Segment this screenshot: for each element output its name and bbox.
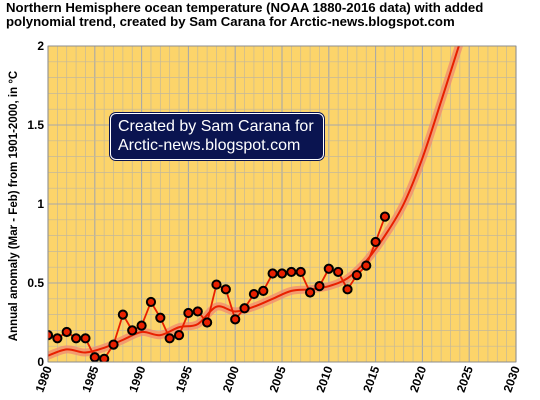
x-tick-label: 1990 — [126, 364, 148, 394]
data-point — [70, 333, 82, 344]
grid — [47, 45, 517, 363]
data-point — [295, 266, 306, 278]
y-tick-label: 2 — [37, 39, 44, 53]
plot-frame — [47, 45, 517, 363]
x-tick-label: 2030 — [501, 364, 523, 394]
marker-points — [48, 211, 391, 362]
data-point — [164, 333, 175, 344]
x-tick-label: 2015 — [360, 364, 382, 394]
x-tick-label: 1985 — [79, 364, 101, 394]
data-point — [99, 353, 110, 362]
data-point — [183, 307, 194, 319]
x-tick-labels: 1980 1985 1990 1995 2000 2005 2010 2015 2020 2025… — [33, 364, 523, 394]
data-point — [248, 288, 260, 300]
y-tick-label: 0.5 — [27, 276, 44, 290]
data-point — [230, 314, 241, 325]
data-point — [304, 287, 316, 298]
chart-title: Northern Hemisphere ocean temperature (N… — [6, 1, 536, 29]
data-point — [276, 268, 288, 279]
data-point — [61, 326, 72, 338]
data-point — [314, 281, 325, 292]
data-point — [155, 312, 166, 323]
chart-title-line-1: Northern Hemisphere ocean temperature (N… — [6, 0, 484, 15]
data-point — [173, 330, 185, 341]
data-point — [192, 306, 203, 317]
data-point — [52, 333, 63, 344]
data-point — [89, 352, 100, 362]
data-point — [220, 284, 231, 295]
credit-annotation-line-1: Created by Sam Carana for — [118, 118, 314, 135]
data-point — [323, 263, 334, 274]
chart-title-line-2: polynomial trend, created by Sam Carana … — [6, 14, 455, 29]
data-point — [361, 260, 372, 271]
x-tick-label: 2025 — [454, 364, 476, 394]
credit-annotation-line-2: Arctic-news.blogspot.com — [118, 137, 301, 154]
data-point — [108, 339, 119, 350]
data-point — [286, 266, 297, 278]
y-axis-label: Annual anomaly (Mar - Feb) from 1901-200… — [8, 71, 20, 341]
data-point — [351, 270, 362, 281]
data-point — [117, 309, 128, 320]
data-point — [80, 333, 91, 344]
data-point — [267, 268, 278, 279]
data-point — [342, 284, 353, 295]
data-point — [211, 279, 222, 290]
x-tick-label: 2005 — [267, 364, 289, 394]
x-tick-label: 1995 — [173, 364, 195, 394]
data-point — [258, 285, 269, 296]
x-tick-label: 2000 — [220, 364, 242, 394]
credit-annotation: Created by Sam Carana for Arctic-news.bl… — [110, 113, 324, 160]
data-point — [370, 236, 381, 248]
data-point — [145, 296, 157, 308]
data-point — [202, 317, 213, 328]
data-point — [333, 266, 344, 278]
y-tick-label: 0 — [37, 355, 44, 369]
y-tick-labels: 0 0.5 1 1.5 2 — [27, 39, 44, 369]
y-tick-label: 1 — [37, 197, 44, 211]
data-point — [127, 325, 138, 336]
data-point — [136, 320, 147, 331]
x-tick-label: 2020 — [407, 364, 429, 394]
data-point — [379, 211, 391, 222]
data-point — [239, 303, 250, 314]
x-tick-label: 2010 — [313, 364, 335, 394]
x-tick-label: 1980 — [33, 364, 55, 394]
y-tick-label: 1.5 — [27, 118, 44, 132]
